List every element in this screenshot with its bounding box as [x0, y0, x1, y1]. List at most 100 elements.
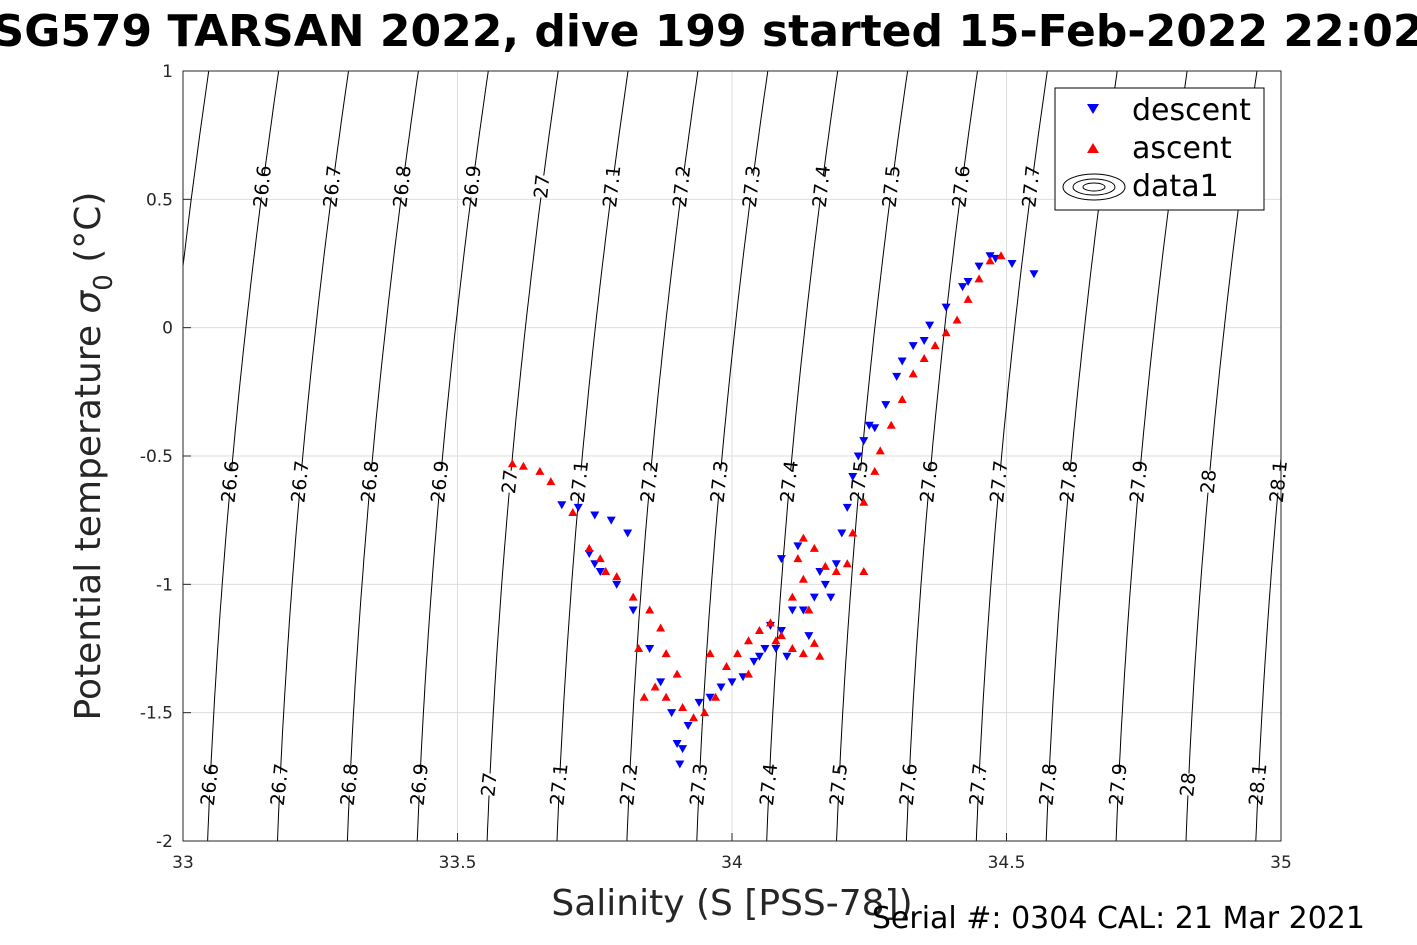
contour-label: 27.9 — [1126, 459, 1152, 503]
y-axis-label-main: Potential temperature — [68, 325, 109, 720]
isopycnal-line — [183, 71, 210, 271]
descent-point — [667, 709, 677, 718]
contour-label: 27.4 — [809, 164, 835, 208]
ascent-point — [886, 420, 896, 429]
ascent-point — [908, 369, 918, 378]
descent-point — [842, 503, 852, 512]
descent-point — [595, 568, 605, 576]
y-axis-label-text: Potential temperature σ0 (°C) — [68, 192, 119, 721]
descent-point — [749, 657, 759, 666]
ascent-point — [689, 713, 699, 722]
y-tick-label: -1.5 — [140, 704, 173, 724]
contour-label: 27.8 — [1035, 762, 1061, 806]
descent-point — [623, 529, 633, 538]
contour-label: 27.9 — [1105, 762, 1131, 806]
ascent-point — [793, 554, 803, 563]
x-axis-label: Salinity (S [PSS-78]) — [551, 883, 912, 924]
contour-label: 27 — [477, 771, 501, 797]
ascent-point — [601, 567, 611, 575]
descent-point — [675, 760, 685, 769]
contour-label: 26.8 — [389, 164, 415, 208]
y-tick-label: 0 — [162, 319, 173, 339]
descent-point — [1029, 270, 1039, 279]
ascent-point — [798, 574, 808, 583]
ascent-point — [985, 256, 995, 265]
isopycnal-line — [486, 71, 559, 841]
contour-label: 27.5 — [879, 164, 905, 208]
ascent-point — [700, 708, 710, 717]
contour-label: 27.4 — [777, 459, 803, 503]
serial-cal-footer: Serial #: 0304 CAL: 21 Mar 2021 — [872, 901, 1365, 936]
ascent-point — [672, 669, 682, 678]
y-tick-label: -1 — [156, 575, 173, 595]
legend-contour-icon — [1062, 173, 1126, 201]
ascent-point — [870, 466, 880, 475]
descent-point — [853, 452, 863, 461]
x-tick-label: 34 — [721, 853, 743, 873]
ascent-point — [941, 328, 951, 337]
legend-ascent-label: ascent — [1132, 131, 1232, 166]
ascent-point — [831, 567, 841, 575]
y-axis-ticks: -2 -1.5 -1 -0.5 0 0.5 1 — [140, 62, 191, 852]
descent-point — [716, 683, 726, 692]
isopycnal-line — [207, 71, 280, 841]
descent-point — [837, 529, 847, 538]
legend: descent ascent data1 — [1054, 87, 1265, 211]
descent-point — [645, 645, 655, 653]
descent-point — [793, 542, 803, 551]
contour-label: 27.3 — [739, 164, 765, 208]
descent-point — [678, 745, 688, 754]
ascent-point — [661, 649, 671, 658]
ascent-point — [743, 669, 753, 678]
descent-point — [963, 277, 973, 286]
legend-descent-label: descent — [1132, 93, 1251, 128]
ascent-point — [612, 572, 622, 581]
ascent-point — [787, 592, 797, 601]
ascent-point — [798, 649, 808, 658]
ascent-point — [820, 561, 830, 570]
ascent-point — [732, 649, 742, 658]
descent-point — [897, 357, 907, 366]
x-tick-label: 35 — [1270, 853, 1292, 873]
descent-point — [908, 342, 918, 351]
descent-point — [672, 739, 682, 748]
contour-label: 26.6 — [197, 762, 223, 806]
y-tick-label: 0.5 — [146, 190, 173, 210]
descent-point — [590, 560, 600, 569]
descent-point — [656, 678, 666, 687]
ascent-point — [996, 251, 1006, 260]
ascent-point — [974, 274, 984, 283]
ascent-point — [842, 559, 852, 568]
contour-label: 26.9 — [407, 762, 433, 806]
contour-label: 27.5 — [826, 762, 852, 806]
ascent-point — [518, 461, 528, 470]
ascent-point — [584, 543, 594, 552]
ascent-point — [859, 567, 869, 575]
ascent-point — [568, 507, 578, 516]
contour-label: 27.6 — [916, 459, 942, 503]
ascent-point — [645, 605, 655, 614]
series-ascent — [507, 251, 1006, 722]
isopycnal-line — [975, 71, 1048, 841]
legend-descent-marker — [1087, 104, 1099, 114]
isopycnal-line — [836, 71, 909, 841]
isopycnal-line — [556, 71, 629, 841]
descent-point — [738, 673, 748, 682]
contour-label: 27.7 — [986, 459, 1012, 503]
descent-point — [958, 283, 968, 292]
ascent-point — [809, 543, 819, 552]
ascent-point — [798, 533, 808, 542]
descent-point — [760, 645, 770, 653]
descent-point — [776, 555, 786, 564]
contour-label: 26.6 — [217, 459, 243, 503]
isopycnal-line — [766, 71, 839, 841]
ascent-point — [634, 644, 644, 652]
contour-label: 28 — [1176, 771, 1200, 797]
ascent-point — [678, 703, 688, 712]
contour-label: 27.7 — [1018, 164, 1044, 208]
ascent-point — [875, 446, 885, 455]
ascent-point — [661, 692, 671, 701]
ascent-point — [804, 605, 814, 614]
legend-data1-label: data1 — [1132, 169, 1219, 204]
descent-point — [985, 252, 995, 261]
